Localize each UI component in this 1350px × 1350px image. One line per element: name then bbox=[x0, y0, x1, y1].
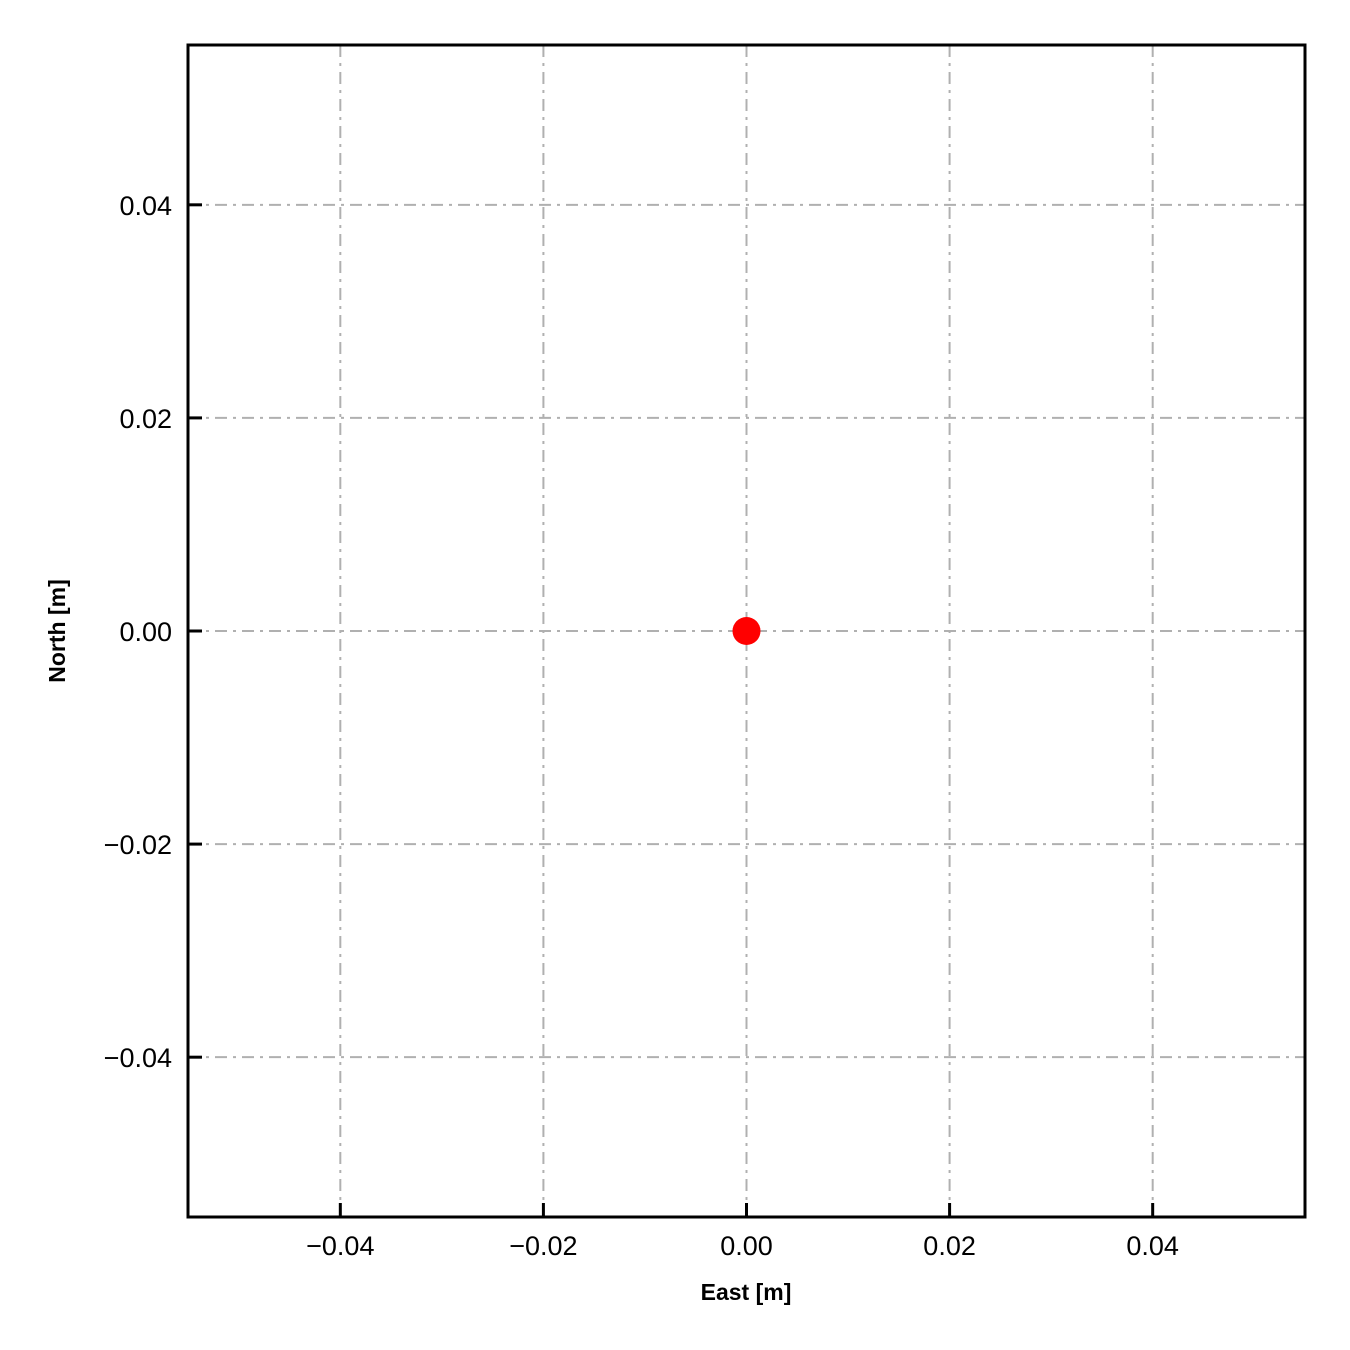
data-points bbox=[732, 617, 761, 645]
x-axis-label: East [m] bbox=[701, 1279, 792, 1305]
x-tick-label: 0.02 bbox=[923, 1231, 976, 1261]
plot-frame bbox=[186, 43, 1307, 1219]
y-tick-label: −0.02 bbox=[104, 830, 172, 860]
data-point bbox=[732, 617, 761, 645]
ticks: −0.04 −0.02 0.00 0.02 0.04 −0.04 −0.02 0.00 0.02… bbox=[104, 191, 1179, 1261]
y-tick-label: −0.04 bbox=[104, 1043, 172, 1073]
y-tick-label: 0.00 bbox=[119, 617, 172, 647]
x-tick-label: −0.04 bbox=[306, 1231, 374, 1261]
y-tick-label: 0.02 bbox=[119, 404, 172, 434]
x-tick-label: 0.00 bbox=[720, 1231, 773, 1261]
y-tick-label: 0.04 bbox=[119, 191, 172, 221]
y-axis-label: North [m] bbox=[44, 579, 70, 682]
x-tick-label: −0.02 bbox=[509, 1231, 577, 1261]
x-tick-label: 0.04 bbox=[1126, 1231, 1179, 1261]
